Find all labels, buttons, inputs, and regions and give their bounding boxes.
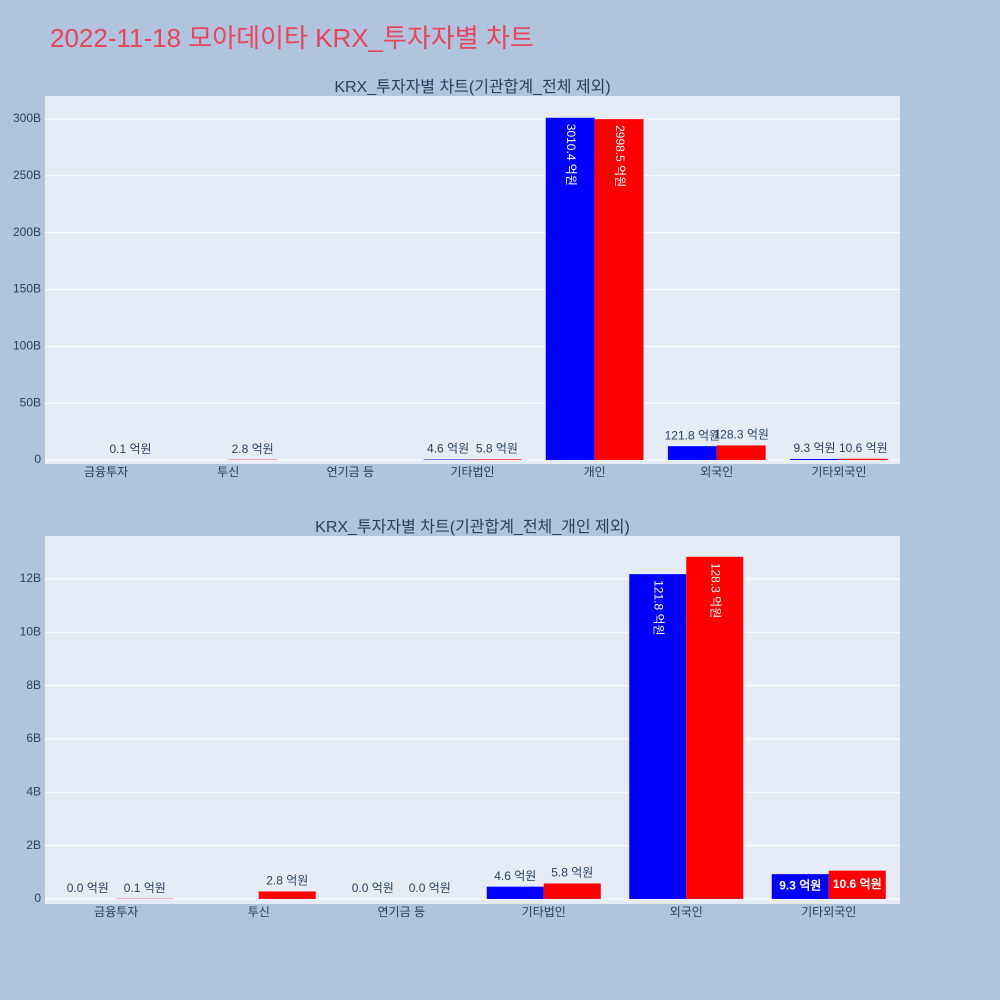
bar-label: 121.8 억원 xyxy=(665,428,720,442)
bar-label: 0.0 억원 xyxy=(409,881,451,895)
x-tick-label: 투신 xyxy=(217,465,239,479)
y-tick-label: 10B xyxy=(20,624,41,638)
bar xyxy=(716,445,766,461)
y-tick-label: 250B xyxy=(13,168,41,182)
x-tick-label: 개인 xyxy=(584,465,606,479)
y-tick-label: 12B xyxy=(20,571,41,585)
bar-label: 4.6 억원 xyxy=(427,442,469,456)
x-tick-label: 투신 xyxy=(248,905,270,919)
y-tick-label: 150B xyxy=(13,282,41,296)
bar xyxy=(486,886,544,899)
bar xyxy=(790,458,839,461)
bar-label: 9.3 억원 xyxy=(779,879,821,893)
x-tick-label: 기타외국인 xyxy=(811,465,866,479)
x-tick-label: 금융투자 xyxy=(84,465,128,479)
bar xyxy=(771,874,829,899)
x-tick-label: 기타법인 xyxy=(450,465,494,479)
bar-label: 9.3 억원 xyxy=(793,441,835,455)
bar xyxy=(258,891,316,899)
bar-label: 128.3 억원 xyxy=(709,563,723,618)
bar-label: 10.6 억원 xyxy=(833,877,882,891)
y-tick-label: 6B xyxy=(26,731,41,745)
bar xyxy=(667,446,717,461)
y-tick-label: 0 xyxy=(34,452,41,466)
bar-label: 2998.5 억원 xyxy=(613,125,627,187)
y-tick-label: 100B xyxy=(13,339,41,353)
bar xyxy=(686,556,744,899)
y-tick-label: 200B xyxy=(13,225,41,239)
y-tick-label: 50B xyxy=(20,395,41,409)
x-tick-label: 외국인 xyxy=(670,905,703,919)
bar xyxy=(472,459,522,461)
plot-area xyxy=(45,96,900,464)
bar xyxy=(423,459,473,461)
x-tick-label: 기타법인 xyxy=(522,905,566,919)
bar xyxy=(545,117,595,461)
y-tick-label: 2B xyxy=(26,838,41,852)
bar-label: 0.1 억원 xyxy=(124,881,166,895)
bar-label: 5.8 억원 xyxy=(476,442,518,456)
bar-label: 10.6 억원 xyxy=(839,441,888,455)
bar-label: 5.8 억원 xyxy=(551,866,593,880)
bar-label: 4.6 억원 xyxy=(494,869,536,883)
chart-title: KRX_투자자별 차트(기관합계_전체 제외) xyxy=(334,78,610,96)
bar xyxy=(838,458,888,461)
plot-area xyxy=(45,536,900,904)
bar xyxy=(543,883,601,899)
x-tick-label: 금융투자 xyxy=(94,905,138,919)
x-tick-label: 연기금 등 xyxy=(327,465,375,479)
bar xyxy=(629,574,687,899)
y-tick-label: 4B xyxy=(26,784,41,798)
bar-label: 128.3 억원 xyxy=(713,428,768,442)
bar-label: 0.0 억원 xyxy=(67,881,109,895)
y-tick-label: 300B xyxy=(13,111,41,125)
bar-label: 121.8 억원 xyxy=(652,580,666,635)
bar-label: 2.8 억원 xyxy=(266,874,308,888)
y-tick-label: 8B xyxy=(26,678,41,692)
bar xyxy=(594,119,644,461)
bar-label: 0.1 억원 xyxy=(109,442,151,456)
page-title: 2022-11-18 모아데이타 KRX_투자자별 차트 xyxy=(50,23,534,53)
bar-label: 3010.4 억원 xyxy=(564,124,578,186)
y-tick-label: 0 xyxy=(34,891,41,905)
chart-title: KRX_투자자별 차트(기관합계_전체_개인 제외) xyxy=(315,518,630,536)
bar-label: 0.0 억원 xyxy=(352,881,394,895)
x-tick-label: 기타외국인 xyxy=(801,905,856,919)
x-tick-label: 연기금 등 xyxy=(378,905,426,919)
x-tick-label: 외국인 xyxy=(700,465,733,479)
bar xyxy=(828,870,886,899)
bar-label: 2.8 억원 xyxy=(232,442,274,456)
